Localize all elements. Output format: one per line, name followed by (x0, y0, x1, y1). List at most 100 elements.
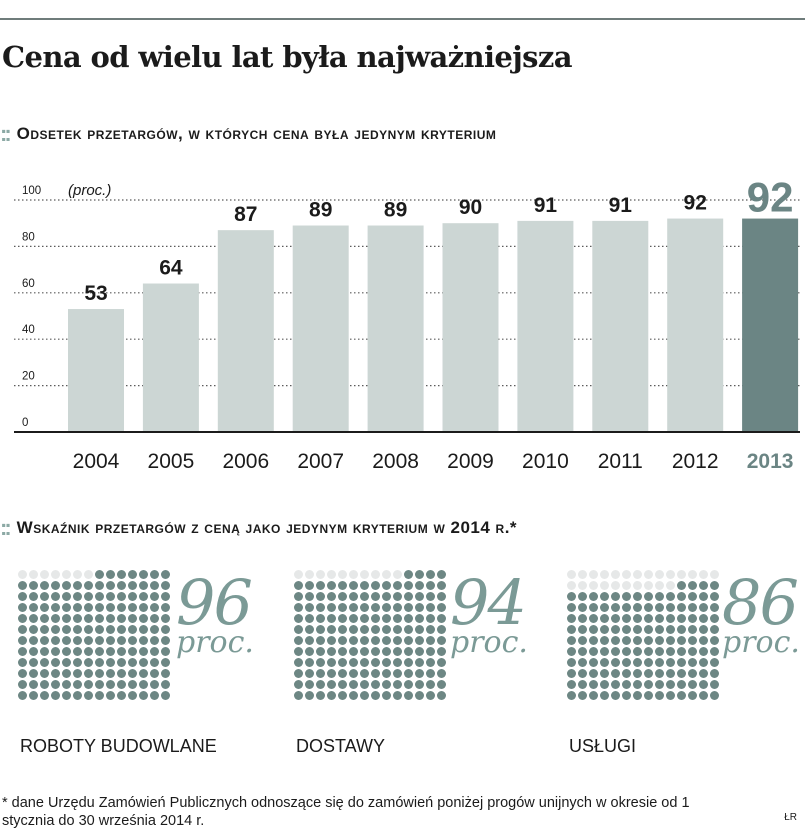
waffle-dot-filled (106, 636, 115, 645)
waffle-dot-filled (655, 636, 664, 645)
waffle-dot-filled (644, 647, 653, 656)
waffle-dot-filled (106, 570, 115, 579)
waffle-dot-filled (84, 581, 93, 590)
waffle-dot-filled (600, 658, 609, 667)
waffle-dot-filled (29, 592, 38, 601)
waffle-dot-filled (633, 603, 642, 612)
waffle-dot-filled (29, 614, 38, 623)
waffle-dot-filled (688, 614, 697, 623)
waffle-dot-empty (710, 570, 719, 579)
bar (142, 283, 199, 432)
waffle-dot-filled (382, 636, 391, 645)
data-label: 64 (159, 257, 183, 280)
waffle-dot-filled (139, 614, 148, 623)
waffle-dot-filled (161, 669, 170, 678)
waffle-dot-filled (567, 647, 576, 656)
waffle-dot-filled (161, 614, 170, 623)
waffle-dot-filled (338, 658, 347, 667)
waffle-roboty-budowlane (18, 570, 171, 701)
waffle-dot-filled (84, 614, 93, 623)
waffle-dot-filled (305, 636, 314, 645)
waffle-dot-filled (349, 592, 358, 601)
waffle-dot-filled (117, 570, 126, 579)
waffle-dot-filled (349, 647, 358, 656)
waffle-dot-filled (128, 570, 137, 579)
waffle-dot-filled (437, 636, 446, 645)
waffle-dot-empty (655, 570, 664, 579)
waffle-dot-filled (139, 625, 148, 634)
waffle-dot-filled (437, 669, 446, 678)
waffle-dot-filled (139, 592, 148, 601)
waffle-dot-filled (415, 592, 424, 601)
waffle-dot-filled (139, 570, 148, 579)
waffle-dot-filled (150, 691, 159, 700)
waffle-dot-filled (688, 647, 697, 656)
waffle-dot-filled (426, 636, 435, 645)
waffle-dot-filled (305, 680, 314, 689)
waffle-dot-filled (589, 625, 598, 634)
waffle-dot-filled (139, 647, 148, 656)
waffle-dot-filled (305, 625, 314, 634)
x-tick-label: 2005 (148, 450, 195, 473)
waffle-dot-filled (644, 625, 653, 634)
waffle-dot-filled (371, 636, 380, 645)
waffle-dot-filled (644, 603, 653, 612)
waffle-dot-filled (371, 680, 380, 689)
waffle-dot-filled (415, 691, 424, 700)
data-label: 90 (459, 196, 482, 219)
waffle-dot-filled (62, 603, 71, 612)
waffle-dot-filled (150, 603, 159, 612)
bar (367, 225, 424, 432)
waffle-dot-filled (40, 680, 49, 689)
waffle-dot-filled (600, 647, 609, 656)
waffle-dot-filled (622, 658, 631, 667)
waffle-dot-filled (327, 658, 336, 667)
waffle-dot-empty (84, 570, 93, 579)
waffle-dot-filled (349, 680, 358, 689)
waffle-dot-filled (349, 658, 358, 667)
waffle-dot-filled (578, 658, 587, 667)
waffle-dot-filled (128, 581, 137, 590)
waffle-dot-filled (688, 603, 697, 612)
waffle-dot-filled (633, 625, 642, 634)
waffle-dot-filled (40, 636, 49, 645)
waffle-dot-filled (589, 658, 598, 667)
waffle-dot-filled (316, 658, 325, 667)
waffle-dot-filled (139, 658, 148, 667)
waffle-dot-filled (622, 592, 631, 601)
data-label: 87 (234, 203, 257, 226)
waffle-dot-filled (666, 636, 675, 645)
data-label: 89 (384, 199, 407, 222)
data-label: 53 (84, 282, 107, 305)
waffle-dot-filled (437, 581, 446, 590)
waffle-dot-filled (128, 669, 137, 678)
waffle-dot-filled (578, 691, 587, 700)
waffle-dot-filled (578, 625, 587, 634)
waffle-dot-empty (371, 570, 380, 579)
waffle-dot-filled (117, 691, 126, 700)
waffle-dot-empty (600, 570, 609, 579)
waffle-dot-filled (327, 625, 336, 634)
waffle-dot-filled (633, 592, 642, 601)
waffle-dot-filled (710, 680, 719, 689)
waffle-dot-filled (29, 647, 38, 656)
waffle-dot-filled (161, 680, 170, 689)
waffle-dot-filled (84, 691, 93, 700)
waffle-dot-filled (567, 658, 576, 667)
waffle-dot-filled (578, 592, 587, 601)
waffle-dot-filled (327, 647, 336, 656)
waffle-dot-filled (371, 614, 380, 623)
waffle-dot-filled (316, 691, 325, 700)
waffle-dot-empty (644, 581, 653, 590)
waffle-dot-empty (688, 570, 697, 579)
waffle-dot-filled (611, 603, 620, 612)
waffle-dot-filled (633, 636, 642, 645)
waffle-dot-filled (294, 625, 303, 634)
waffle-dot-filled (338, 691, 347, 700)
bar (667, 218, 724, 432)
waffle-dot-filled (371, 592, 380, 601)
waffle-dot-filled (677, 636, 686, 645)
waffle-dot-filled (710, 669, 719, 678)
waffle-dot-filled (382, 680, 391, 689)
waffle-dot-filled (699, 680, 708, 689)
